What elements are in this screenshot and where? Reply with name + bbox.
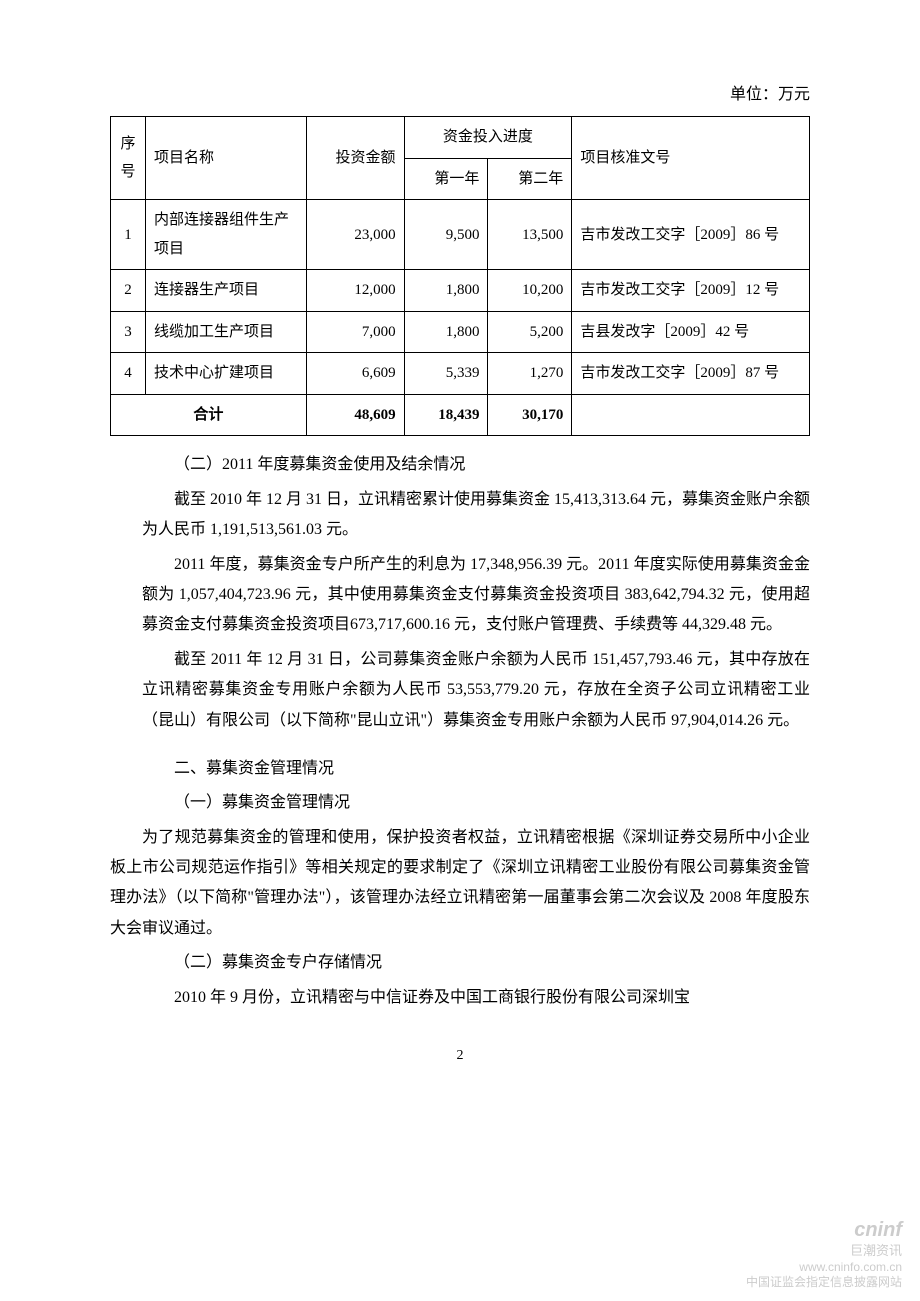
header-seq: 序号 [111,117,146,200]
cell-seq: 1 [111,200,146,270]
cell-y2: 13,500 [488,200,572,270]
cell-name: 连接器生产项目 [145,270,306,312]
cell-name: 内部连接器组件生产项目 [145,200,306,270]
body-paragraph: 截至 2010 年 12 月 31 日，立讯精密累计使用募集资金 15,413,… [110,485,810,546]
cell-y1: 1,800 [404,311,488,353]
watermark-brand: cninf [854,1219,902,1241]
cell-approval: 吉市发改工交字［2009］12 号 [572,270,810,312]
watermark-note: 中国证监会指定信息披露网站 [746,1275,902,1289]
total-label: 合计 [111,394,307,436]
header-progress-group: 资金投入进度 [404,117,572,159]
body-paragraph: 2011 年度，募集资金专户所产生的利息为 17,348,956.39 元。20… [110,550,810,641]
cell-name: 技术中心扩建项目 [145,353,306,395]
cell-amount: 6,609 [306,353,404,395]
cell-amount: 7,000 [306,311,404,353]
cell-y2: 1,270 [488,353,572,395]
header-year1: 第一年 [404,158,488,200]
total-approval [572,394,810,436]
total-y2: 30,170 [488,394,572,436]
cell-seq: 3 [111,311,146,353]
cell-amount: 12,000 [306,270,404,312]
watermark: cninf 巨潮资讯 www.cninfo.com.cn 中国证监会指定信息披露… [746,1217,902,1291]
investment-table: 序号 项目名称 投资金额 资金投入进度 项目核准文号 第一年 第二年 1 内部连… [110,116,810,436]
header-year2: 第二年 [488,158,572,200]
subsection-heading: （二）募集资金专户存储情况 [110,948,810,978]
section-heading: 二、募集资金管理情况 [110,754,810,784]
cell-approval: 吉县发改字［2009］42 号 [572,311,810,353]
total-amount: 48,609 [306,394,404,436]
watermark-url: www.cninfo.com.cn [799,1260,902,1274]
body-paragraph: 为了规范募集资金的管理和使用，保护投资者权益，立讯精密根据《深圳证券交易所中小企… [110,823,810,945]
body-paragraph: 2010 年 9 月份，立讯精密与中信证券及中国工商银行股份有限公司深圳宝 [110,983,810,1013]
total-y1: 18,439 [404,394,488,436]
cell-seq: 2 [111,270,146,312]
table-total-row: 合计 48,609 18,439 30,170 [111,394,810,436]
cell-y2: 10,200 [488,270,572,312]
cell-y1: 1,800 [404,270,488,312]
cell-approval: 吉市发改工交字［2009］87 号 [572,353,810,395]
table-row: 1 内部连接器组件生产项目 23,000 9,500 13,500 吉市发改工交… [111,200,810,270]
cell-approval: 吉市发改工交字［2009］86 号 [572,200,810,270]
cell-y1: 5,339 [404,353,488,395]
header-name: 项目名称 [145,117,306,200]
cell-seq: 4 [111,353,146,395]
page-number: 2 [110,1043,810,1070]
header-row-1: 序号 项目名称 投资金额 资金投入进度 项目核准文号 [111,117,810,159]
unit-label: 单位：万元 [110,80,810,110]
cell-y1: 9,500 [404,200,488,270]
cell-name: 线缆加工生产项目 [145,311,306,353]
subsection-heading: （一）募集资金管理情况 [110,788,810,818]
header-approval: 项目核准文号 [572,117,810,200]
table-row: 3 线缆加工生产项目 7,000 1,800 5,200 吉县发改字［2009］… [111,311,810,353]
header-amount: 投资金额 [306,117,404,200]
cell-amount: 23,000 [306,200,404,270]
subsection-heading: （二）2011 年度募集资金使用及结余情况 [110,450,810,480]
body-paragraph: 截至 2011 年 12 月 31 日，公司募集资金账户余额为人民币 151,4… [110,645,810,736]
cell-y2: 5,200 [488,311,572,353]
table-row: 4 技术中心扩建项目 6,609 5,339 1,270 吉市发改工交字［200… [111,353,810,395]
watermark-zh: 巨潮资讯 [850,1243,902,1258]
table-row: 2 连接器生产项目 12,000 1,800 10,200 吉市发改工交字［20… [111,270,810,312]
